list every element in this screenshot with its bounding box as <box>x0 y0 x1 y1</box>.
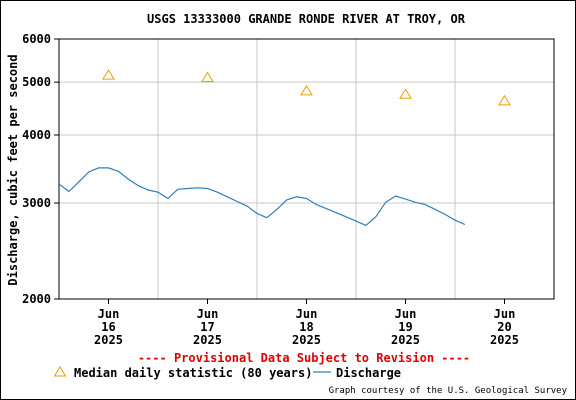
x-tick-label-3-month: Jun <box>395 307 417 321</box>
discharge-line <box>58 167 466 227</box>
x-tick-label-0-month: Jun <box>98 307 120 321</box>
series-layer <box>58 69 511 227</box>
y-axis-ticks: 2000 3000 4000 5000 6000 <box>22 32 59 306</box>
y-tick-label-4: 6000 <box>22 32 51 46</box>
x-axis-ticks: Jun162025Jun172025Jun182025Jun192025Jun2… <box>94 299 519 347</box>
x-tick-label-2-month: Jun <box>296 307 318 321</box>
x-tick-label-1-day: 17 <box>200 320 214 334</box>
legend-median-marker <box>53 366 67 377</box>
x-tick-label-0-year: 2025 <box>94 333 123 347</box>
y-axis-label: Discharge, cubic feet per second <box>6 54 20 285</box>
plot-area <box>58 38 555 300</box>
legend-discharge-label: Discharge <box>336 366 401 380</box>
median-point-4 <box>498 94 511 106</box>
x-tick-label-2-year: 2025 <box>292 333 321 347</box>
median-point-1 <box>201 71 214 82</box>
x-tick-label-1-year: 2025 <box>193 333 222 347</box>
x-tick-label-4-year: 2025 <box>490 333 519 347</box>
chart-title: USGS 13333000 GRANDE RONDE RIVER AT TROY… <box>147 12 466 26</box>
x-tick-label-3-day: 19 <box>398 320 412 334</box>
x-tick-label-4-month: Jun <box>494 307 516 321</box>
median-point-0 <box>102 69 115 80</box>
median-point-3 <box>399 88 412 99</box>
y-tick-label-2: 4000 <box>22 128 51 142</box>
y-tick-label-1: 3000 <box>22 196 51 210</box>
usgs-credit: Graph courtesy of the U.S. Geological Su… <box>329 386 568 396</box>
legend-median-label: Median daily statistic (80 years) <box>74 366 312 380</box>
x-tick-label-2-day: 18 <box>299 320 313 334</box>
y-tick-label-3: 5000 <box>22 75 51 89</box>
median-point-2 <box>300 84 313 96</box>
x-tick-label-4-day: 20 <box>497 320 511 334</box>
legend: Median daily statistic (80 years) Discha… <box>53 366 401 380</box>
y-tick-label-0: 2000 <box>22 292 51 306</box>
grid-lines <box>59 39 554 299</box>
provisional-notice: ---- Provisional Data Subject to Revisio… <box>138 351 470 365</box>
x-tick-label-1-month: Jun <box>197 307 219 321</box>
x-tick-label-3-year: 2025 <box>391 333 420 347</box>
x-tick-label-0-day: 16 <box>101 320 115 334</box>
